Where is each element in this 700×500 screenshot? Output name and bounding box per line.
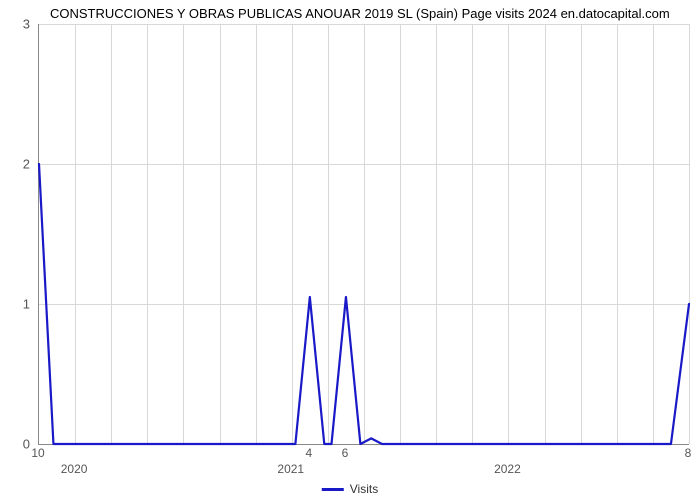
ytick-label: 3 [0,17,30,32]
ytick-label: 0 [0,437,30,452]
ytick-label: 2 [0,157,30,172]
legend: Visits [322,482,378,496]
series-line [39,24,689,444]
legend-swatch [322,488,344,491]
plot-area [38,24,689,445]
x-marker-label: 8 [685,446,692,460]
x-year-label: 2020 [61,462,88,476]
x-marker-label: 10 [31,446,44,460]
chart-title: CONSTRUCCIONES Y OBRAS PUBLICAS ANOUAR 2… [50,6,670,21]
x-marker-label: 6 [342,446,349,460]
x-year-label: 2022 [494,462,521,476]
legend-label: Visits [350,482,378,496]
x-year-label: 2021 [277,462,304,476]
ytick-label: 1 [0,297,30,312]
gridline-v [689,24,690,444]
chart-container: 0123 10468202020212022 [38,24,688,444]
x-marker-label: 4 [305,446,312,460]
